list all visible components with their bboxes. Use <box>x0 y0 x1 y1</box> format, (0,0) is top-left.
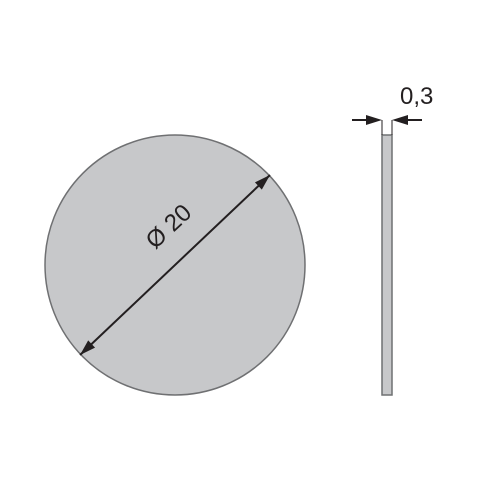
disc-side-view <box>382 135 392 395</box>
dimension-diagram: Ø 200,3 <box>0 0 500 500</box>
thickness-label: 0,3 <box>400 83 433 110</box>
